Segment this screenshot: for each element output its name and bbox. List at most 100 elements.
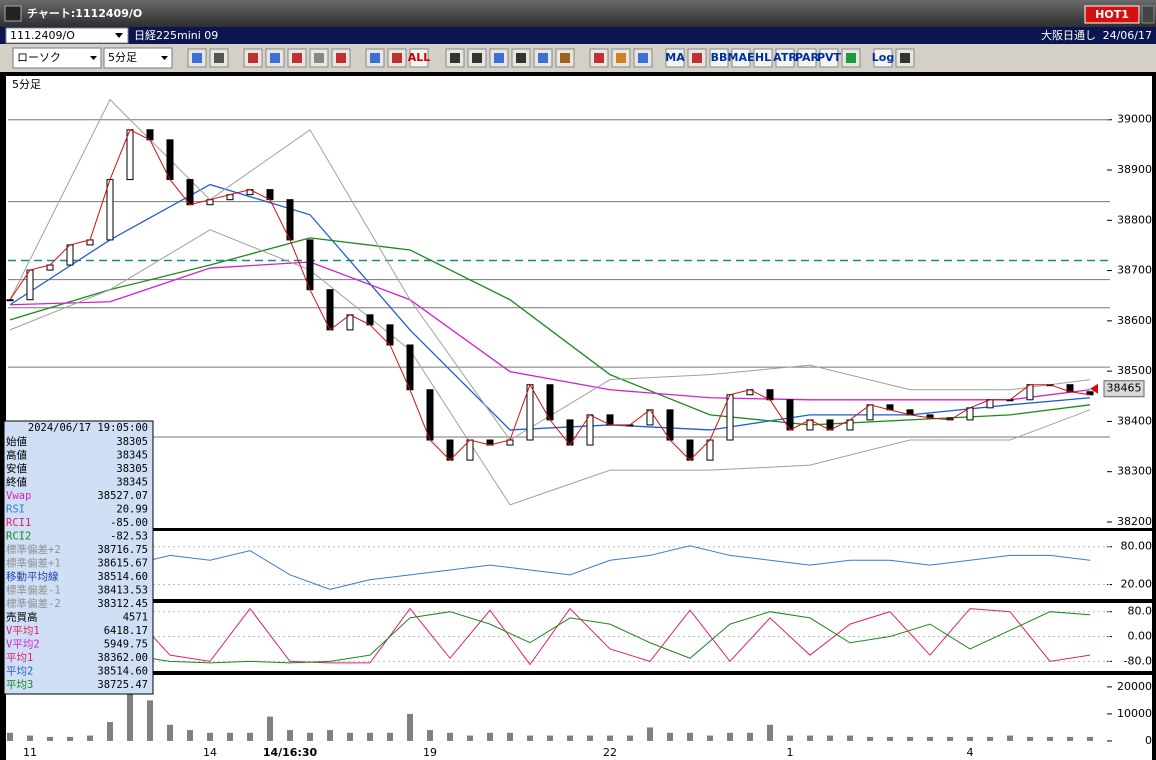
info-value: 38527.07 (97, 490, 148, 502)
toolbar-button-label: ATR (773, 51, 797, 64)
title-bar (0, 0, 1156, 27)
y-tick-label: 80.0 (1128, 605, 1153, 618)
info-label: RCI1 (6, 517, 31, 529)
toolbar-icon (846, 53, 856, 63)
header-bar (0, 27, 1156, 44)
toolbar-icon (538, 53, 548, 63)
x-tick-label: 19 (423, 746, 437, 759)
toolbar-button-label: BB (711, 51, 728, 64)
y-tick-label: 38900 (1117, 163, 1152, 176)
volume-bar (1047, 736, 1053, 741)
info-value: 5949.75 (104, 639, 148, 651)
average-line (9, 237, 1091, 426)
info-label: 平均2 (6, 666, 33, 678)
symbol-box[interactable] (5, 27, 129, 44)
dropdown-arrow (161, 56, 168, 60)
volume-bar (627, 735, 633, 741)
x-tick-label: 1 (787, 746, 794, 759)
volume-bar (427, 730, 433, 741)
candle-body (166, 139, 174, 181)
y-tick-label: 80.00 (1121, 540, 1153, 553)
info-value: 38413.53 (97, 585, 148, 597)
volume-bar (667, 732, 673, 741)
symbol: 111.2409/O (10, 29, 75, 42)
candle-body (546, 384, 554, 421)
toolbar-button[interactable] (709, 48, 729, 68)
x-tick-label: 14/16:30 (263, 746, 318, 759)
info-value: 38725.47 (97, 679, 148, 691)
candle-body (726, 394, 734, 441)
volume-bar (67, 736, 73, 741)
candle-body (786, 399, 794, 431)
interval: 5分足 (108, 51, 137, 64)
y-tick-label: 38300 (1117, 465, 1152, 478)
volume-bar (127, 692, 133, 741)
toolbar-button[interactable] (797, 48, 817, 68)
volume-bar (587, 735, 593, 741)
toolbar-icon (692, 53, 702, 63)
candle-body (106, 179, 114, 241)
toolbar (0, 44, 1156, 72)
info-value: 38514.60 (97, 666, 148, 678)
volume-bar (327, 730, 333, 741)
volume-bar (987, 736, 993, 741)
toolbar-button[interactable] (775, 48, 795, 68)
info-label: Vwap (6, 490, 31, 502)
close-button[interactable] (1141, 5, 1155, 24)
y-tick-label: 38500 (1117, 364, 1152, 377)
average-line (9, 261, 1091, 401)
volume-bar (207, 732, 213, 741)
info-label: 標準偏差+1 (6, 557, 61, 570)
candle-body (466, 439, 474, 461)
volume-bar (1087, 736, 1093, 741)
volume-bar (967, 736, 973, 741)
toolbar-button[interactable] (409, 48, 429, 68)
info-value: 38305 (116, 436, 148, 448)
toolbar-button-label: HL (755, 51, 771, 64)
y-tick-label: 0 (1145, 734, 1152, 747)
instrument-name: 日経225mini 09 (134, 29, 218, 42)
toolbar-button[interactable] (819, 48, 839, 68)
y-tick-label: 38200 (1117, 515, 1152, 528)
volume-bar (247, 732, 253, 741)
hot-badge-text: HOT1 (1095, 8, 1129, 21)
session: 大阪日通し (1041, 28, 1096, 42)
toolbar-icon (900, 53, 910, 63)
toolbar-icon (494, 53, 504, 63)
toolbar-button[interactable] (731, 48, 751, 68)
volume-bar (567, 735, 573, 741)
info-value: 38514.60 (97, 571, 148, 583)
toolbar-button[interactable] (753, 48, 773, 68)
toolbar-button[interactable] (665, 48, 685, 68)
volume-bar (1027, 736, 1033, 741)
candle-body (346, 314, 354, 331)
volume-bar (707, 735, 713, 741)
candle-body (306, 239, 314, 291)
toolbar-button[interactable] (873, 48, 893, 68)
toolbar-icon (214, 53, 224, 63)
close-line (9, 129, 1091, 461)
toolbar-icon (616, 53, 626, 63)
toolbar-icon (336, 53, 346, 63)
volume-bar (27, 735, 33, 741)
x-tick-label: 11 (23, 746, 37, 759)
volume-bar (847, 735, 853, 741)
info-label: 売買高 (6, 611, 38, 624)
interval-select[interactable] (103, 47, 173, 69)
chart-type-select[interactable] (12, 47, 102, 69)
hot-badge[interactable] (1084, 5, 1140, 24)
volume-bar (187, 730, 193, 741)
info-value: 38362.00 (97, 652, 148, 664)
y-tick-label: 38700 (1117, 264, 1152, 277)
volume-bar (527, 735, 533, 741)
info-timestamp: 2024/06/17 19:05:00 (28, 422, 148, 434)
volume-bar (887, 736, 893, 741)
toolbar-icon (292, 53, 302, 63)
y-tick-label: 38600 (1117, 314, 1152, 327)
info-value: 20.99 (116, 504, 148, 516)
y-tick-label: 10000 (1117, 707, 1152, 720)
volume-bar (747, 732, 753, 741)
info-label: 標準偏差+2 (6, 543, 61, 556)
chart-type: ローソク (17, 51, 61, 64)
info-value: -82.53 (110, 531, 148, 543)
